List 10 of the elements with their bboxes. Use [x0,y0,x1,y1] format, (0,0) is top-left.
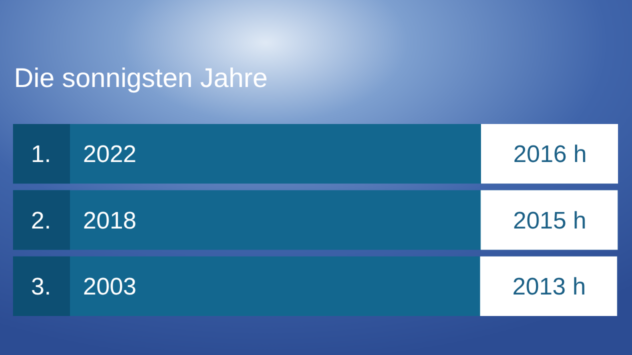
y-tick-label: 2018 [83,207,136,234]
chart-title: Die sonnigsten Jahre [14,63,268,93]
annotation: 3. [30,274,52,301]
data-label: 2015 h [512,207,586,234]
data-label: 2016 h [513,141,587,168]
y-tick-label: 2003 [83,274,136,301]
annotation: 1. [30,141,52,168]
annotation: 2. [30,207,52,234]
data-label: 2013 h [512,274,586,301]
y-tick-label: 2022 [83,141,136,168]
